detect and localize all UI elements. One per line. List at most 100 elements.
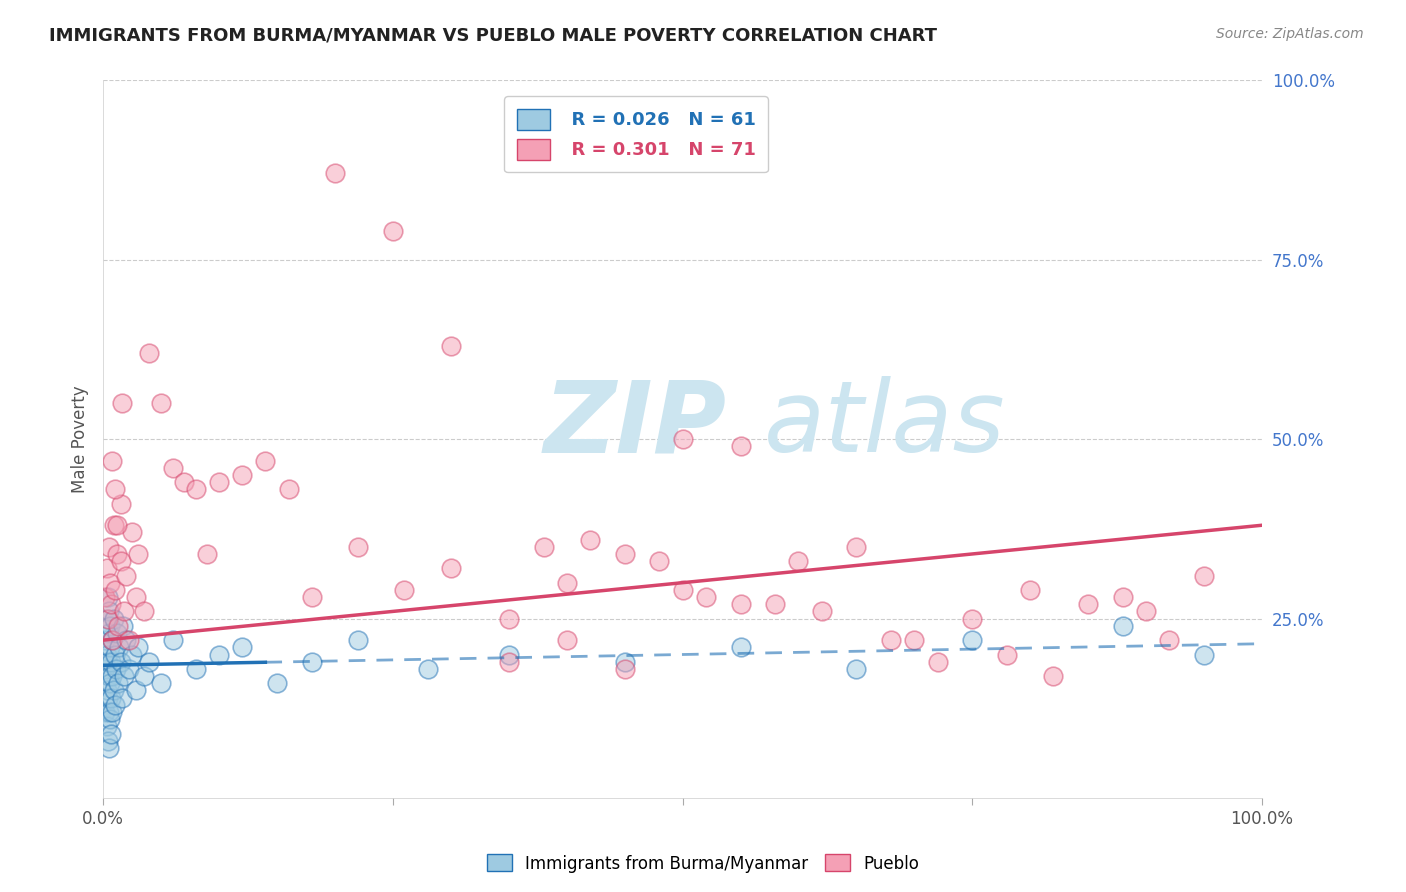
Point: [173, 475, 195, 490]
Point: [132, 604, 155, 618]
Legend: Immigrants from Burma/Myanmar, Pueblo: Immigrants from Burma/Myanmar, Pueblo: [481, 847, 925, 880]
Point: [110, 655, 132, 669]
Point: [97, 626, 120, 640]
Point: [121, 525, 143, 540]
Point: [208, 648, 231, 662]
Point: [498, 655, 520, 669]
Point: [96, 719, 118, 733]
Point: [94, 590, 117, 604]
Point: [104, 483, 127, 497]
Point: [138, 346, 160, 360]
Point: [111, 619, 134, 633]
Point: [416, 662, 439, 676]
Point: [101, 453, 124, 467]
Point: [231, 467, 253, 482]
Point: [127, 547, 149, 561]
Point: [347, 540, 370, 554]
Point: [105, 626, 128, 640]
Point: [107, 619, 129, 633]
Point: [555, 633, 578, 648]
Point: [533, 540, 555, 554]
Point: [124, 590, 146, 604]
Point: [97, 604, 120, 618]
Point: [962, 633, 984, 648]
Point: [1192, 568, 1215, 582]
Point: [903, 633, 925, 648]
Point: [103, 683, 125, 698]
Point: [787, 554, 810, 568]
Point: [730, 640, 752, 655]
Point: [101, 633, 124, 648]
Point: [103, 611, 125, 625]
Point: [115, 633, 138, 648]
Point: [671, 432, 693, 446]
Point: [97, 740, 120, 755]
Point: [96, 683, 118, 698]
Point: [115, 568, 138, 582]
Point: [112, 669, 135, 683]
Point: [498, 611, 520, 625]
Text: IMMIGRANTS FROM BURMA/MYANMAR VS PUEBLO MALE POVERTY CORRELATION CHART: IMMIGRANTS FROM BURMA/MYANMAR VS PUEBLO …: [49, 27, 938, 45]
Point: [110, 554, 132, 568]
Point: [1077, 597, 1099, 611]
Point: [98, 712, 121, 726]
Point: [1135, 604, 1157, 618]
Point: [96, 648, 118, 662]
Point: [730, 597, 752, 611]
Point: [112, 604, 135, 618]
Point: [104, 698, 127, 712]
Point: [94, 705, 117, 719]
Point: [100, 690, 122, 705]
Point: [1192, 648, 1215, 662]
Point: [107, 676, 129, 690]
Point: [105, 518, 128, 533]
Point: [555, 575, 578, 590]
Point: [498, 648, 520, 662]
Point: [98, 619, 121, 633]
Point: [1042, 669, 1064, 683]
Point: [162, 460, 184, 475]
Point: [110, 497, 132, 511]
Point: [440, 339, 463, 353]
Point: [101, 669, 124, 683]
Point: [648, 554, 671, 568]
Point: [695, 590, 717, 604]
Point: [96, 611, 118, 625]
Point: [347, 633, 370, 648]
Point: [100, 597, 122, 611]
Point: [121, 648, 143, 662]
Point: [96, 561, 118, 575]
Point: [845, 662, 868, 676]
Point: [97, 669, 120, 683]
Point: [98, 575, 121, 590]
Point: [394, 582, 416, 597]
Point: [208, 475, 231, 490]
Point: [97, 611, 120, 625]
Point: [1112, 619, 1135, 633]
Point: [117, 633, 139, 648]
Point: [132, 669, 155, 683]
Point: [104, 648, 127, 662]
Point: [94, 633, 117, 648]
Point: [101, 705, 124, 719]
Point: [880, 633, 903, 648]
Point: [184, 483, 207, 497]
Text: Source: ZipAtlas.com: Source: ZipAtlas.com: [1216, 27, 1364, 41]
Point: [613, 655, 636, 669]
Y-axis label: Male Poverty: Male Poverty: [72, 385, 89, 493]
Point: [254, 453, 277, 467]
Point: [150, 676, 173, 690]
Point: [104, 582, 127, 597]
Point: [231, 640, 253, 655]
Point: [94, 662, 117, 676]
Text: ZIP: ZIP: [544, 376, 727, 473]
Point: [100, 726, 122, 740]
Point: [927, 655, 949, 669]
Point: [301, 655, 323, 669]
Point: [579, 533, 602, 547]
Point: [197, 547, 219, 561]
Legend:   R = 0.026   N = 61,   R = 0.301   N = 71: R = 0.026 N = 61, R = 0.301 N = 71: [505, 96, 768, 172]
Point: [117, 662, 139, 676]
Point: [97, 705, 120, 719]
Point: [730, 439, 752, 453]
